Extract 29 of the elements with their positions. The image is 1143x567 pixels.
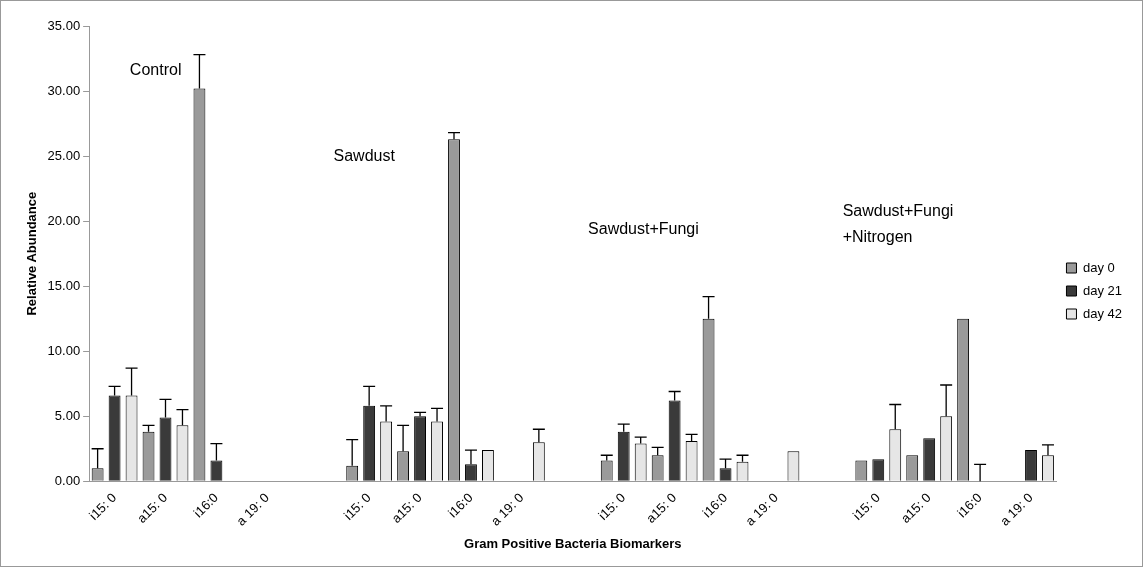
- x-tick-label: i15: 0: [86, 489, 120, 523]
- x-tick-label: i15: 0: [849, 489, 883, 523]
- x-tick-label: a 19: 0: [487, 489, 527, 529]
- y-tick-label: 35.00: [47, 17, 81, 33]
- x-tick-label: a15: 0: [643, 489, 680, 526]
- x-tick-label: a15: 0: [133, 489, 171, 526]
- x-tick-label: a15: 0: [388, 489, 425, 526]
- x-tick-label: i15: 0: [595, 489, 629, 523]
- legend-label: day 0: [1082, 259, 1115, 275]
- legend-label: day 21: [1082, 282, 1123, 298]
- x-tick-label: a 19: 0: [233, 489, 272, 529]
- annotation: Sawdust+Fungi: [588, 220, 699, 238]
- y-tick-label: 5.00: [54, 407, 81, 423]
- y-tick-label: 0.00: [54, 472, 81, 488]
- y-tick-label: 25.00: [47, 147, 81, 163]
- y-tick-label: 30.00: [47, 82, 81, 98]
- y-tick-label: 15.00: [47, 277, 81, 293]
- annotation: Sawdust+Fungi +Nitrogen: [842, 201, 954, 245]
- x-tick-label: a15: 0: [897, 489, 934, 526]
- annotation: Sawdust: [333, 147, 396, 165]
- x-tick-label: a 19: 0: [996, 489, 1036, 529]
- annotation: Control: [129, 60, 182, 78]
- x-tick-label: i15: 0: [340, 489, 374, 523]
- x-tick-label: a 19: 0: [742, 489, 782, 529]
- legend-label: day 42: [1082, 305, 1123, 321]
- x-axis-title: Gram Positive Bacteria Biomarkers: [464, 535, 682, 551]
- y-axis-title: Relative Abundance: [24, 191, 40, 316]
- y-tick-label: 20.00: [47, 212, 81, 228]
- y-tick-label: 10.00: [47, 342, 81, 358]
